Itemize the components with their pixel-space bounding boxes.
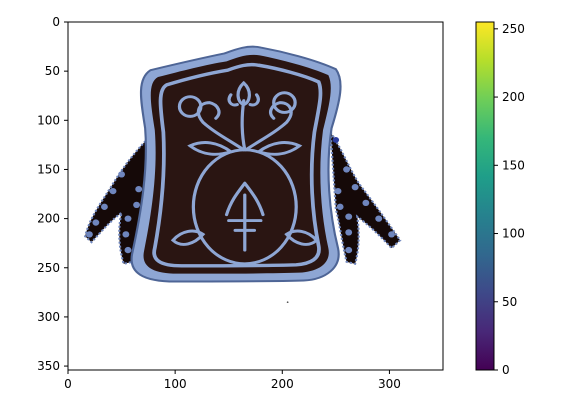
tassel-bead	[135, 185, 143, 193]
tassel-bead	[362, 199, 370, 207]
x-tick-label: 100	[164, 377, 187, 391]
tassel-bead	[351, 184, 359, 191]
central-lily	[224, 181, 265, 232]
y-tick-label: 300	[37, 310, 60, 324]
tassel-bead	[101, 203, 108, 210]
right-rosette	[272, 91, 297, 114]
tassel-bead	[375, 215, 383, 222]
colorbar-tick-label: 100	[502, 227, 525, 241]
tassel-bead	[118, 171, 125, 178]
image-axes: 0 100 200 300 0 50 100 150 200 250 300 350	[37, 15, 444, 391]
x-tick-label: 200	[271, 377, 294, 391]
tassel-bead	[334, 187, 342, 195]
right-scroll	[244, 101, 293, 152]
colorbar-tick-label: 50	[502, 295, 517, 309]
right-leaf	[255, 141, 303, 156]
y-tick-label: 350	[37, 359, 60, 373]
tassel-bead	[109, 187, 117, 195]
colorbar-fill	[476, 22, 494, 370]
x-tick-label: 0	[64, 377, 72, 391]
y-tick-label: 150	[37, 162, 60, 176]
colorbar-tick-label: 0	[502, 363, 510, 377]
left-tassels	[83, 135, 150, 266]
x-tick-label: 300	[378, 377, 401, 391]
tassel-bead	[343, 166, 350, 173]
tassel-bead	[124, 215, 132, 222]
y-tick-label: 200	[37, 212, 60, 226]
lower-left-swirl	[170, 229, 206, 246]
y-tick-label: 50	[45, 64, 60, 78]
top-flower	[227, 80, 260, 107]
y-tick-label: 250	[37, 261, 60, 275]
stray-speck	[286, 301, 289, 303]
tassel-bead	[336, 203, 344, 210]
tassel-bead	[86, 231, 93, 238]
colorbar-axis: 0 50 100 150 200 250	[494, 22, 525, 377]
colorbar: 0 50 100 150 200 250	[475, 21, 525, 377]
purse-image	[83, 45, 402, 303]
purse-velvet-panel	[143, 54, 331, 274]
left-rosette	[177, 95, 203, 118]
tassel-bead	[388, 231, 395, 238]
tassel-bead	[133, 201, 140, 208]
left-tassel-fringe	[83, 135, 150, 266]
tassel-bead	[345, 229, 353, 236]
left-tassel-beads	[86, 171, 143, 254]
colorbar-tick-label: 200	[502, 90, 525, 104]
y-axis: 0 50 100 150 200 250 300 350	[37, 15, 68, 373]
axes-frame	[67, 21, 444, 371]
x-axis: 0 100 200 300	[64, 370, 401, 391]
left-leaf	[187, 141, 235, 156]
tassel-bead	[92, 219, 100, 226]
tassel-bead	[345, 213, 353, 220]
y-tick-label: 0	[52, 15, 60, 29]
y-tick-label: 100	[37, 113, 60, 127]
colorbar-tick-label: 150	[502, 158, 525, 172]
embroidery-motif	[170, 80, 319, 266]
right-tassel-beads	[334, 166, 395, 254]
purse-inner-border	[152, 62, 323, 268]
tassel-bead	[345, 246, 353, 254]
tassel-bead	[122, 231, 130, 238]
tassel-bead	[124, 246, 132, 254]
right-tassels	[329, 131, 402, 266]
lower-right-swirl	[284, 229, 319, 246]
colorbar-frame	[475, 21, 495, 371]
blue-bead-accent	[332, 137, 340, 143]
colorbar-tick-label: 250	[502, 22, 525, 36]
